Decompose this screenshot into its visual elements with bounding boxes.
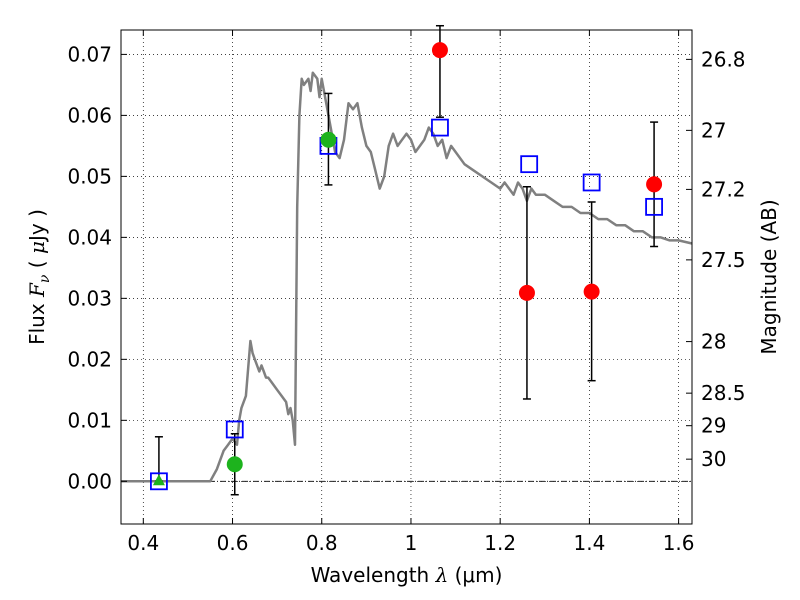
y2-tick-label: 27	[701, 118, 726, 142]
x-tick-label: 1.2	[484, 531, 516, 555]
axes-frame	[120, 29, 693, 525]
y2-tick-label: 27.5	[701, 248, 746, 272]
model-square-point	[431, 118, 449, 137]
model-square-point	[582, 173, 601, 192]
y-tick-label: 0.05	[67, 164, 112, 188]
y2-tick-label: 29	[701, 414, 726, 438]
x-tick-label: 1	[405, 531, 418, 555]
model-square-point	[520, 155, 539, 174]
y-tick-label: 0.06	[67, 103, 112, 127]
x-tick-label: 0.8	[306, 531, 338, 555]
y2-tick-label: 26.8	[701, 47, 746, 71]
y-tick-label: 0.01	[67, 408, 112, 432]
y-tick-label: 0.03	[67, 286, 112, 310]
x-tick-label: 1.4	[573, 531, 605, 555]
y2-tick-label: 28	[701, 330, 726, 354]
grid-lines	[121, 30, 692, 524]
green-triangle-point	[152, 474, 165, 486]
x-tick-label: 1.6	[663, 531, 695, 555]
y2-tick-label: 30	[701, 447, 726, 471]
y-tick-label: 0.02	[67, 347, 112, 371]
y2-tick-label: 28.5	[701, 381, 746, 405]
red-data-point	[583, 283, 600, 300]
template-spectrum-line	[121, 71, 693, 483]
model-square-point	[150, 472, 168, 491]
model-square-point	[645, 197, 663, 216]
y-tick-label: 0.04	[67, 225, 112, 249]
plot-area	[121, 24, 693, 496]
tick-labels: 0.4 0.6 0.8 1 1.2 1.4 1.6 0.00 0.01 0.02 0.03 0.04 0…	[67, 42, 745, 555]
y-tick-label: 0.07	[67, 42, 112, 66]
x-tick-label: 0.6	[217, 531, 249, 555]
tick-marks	[121, 30, 692, 524]
green-data-point	[320, 131, 337, 148]
model-square-point	[225, 420, 244, 439]
y-axis-label: Flux Fν ( μJy )	[25, 209, 53, 345]
x-axis-label: Wavelength λ (μm)	[311, 563, 503, 587]
red-data-point	[518, 284, 535, 301]
green-data-point	[226, 456, 243, 473]
y2-axis-label: Magnitude (AB)	[757, 199, 781, 354]
y2-tick-label: 27.2	[701, 177, 746, 201]
red-data-point	[646, 176, 663, 193]
x-tick-label: 0.4	[127, 531, 159, 555]
red-data-point	[431, 42, 448, 59]
y-tick-label: 0.00	[67, 469, 112, 493]
